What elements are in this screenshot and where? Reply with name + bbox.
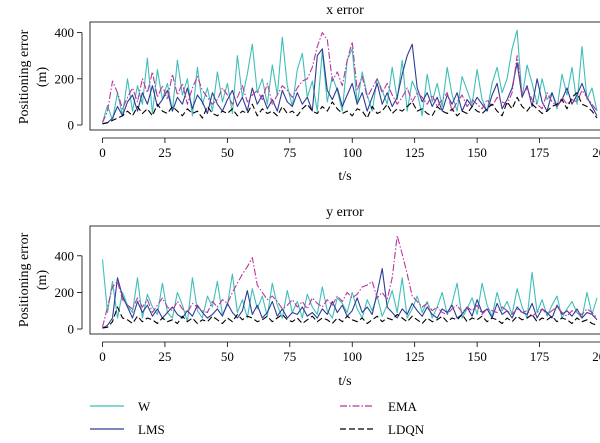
y-tick-label: 0 bbox=[68, 322, 75, 337]
legend: W LMS EMA LDQN bbox=[90, 399, 425, 437]
series-line-lms bbox=[102, 268, 598, 329]
x-tick-label: 175 bbox=[530, 349, 550, 364]
legend-label-lms: LMS bbox=[138, 422, 165, 437]
x-tick-label: 0 bbox=[99, 349, 106, 364]
y-axis-label-line: (m) bbox=[35, 67, 50, 88]
x-tick-label: 75 bbox=[283, 145, 296, 160]
y-tick-label: 400 bbox=[55, 25, 75, 40]
x-tick-label: 150 bbox=[467, 145, 487, 160]
series-group-y-error bbox=[101, 235, 598, 329]
y-axis-label-line: Positioning error bbox=[17, 29, 32, 124]
x-tick-label: 25 bbox=[158, 145, 171, 160]
x-tick-label: 50 bbox=[221, 349, 234, 364]
y-axis-label-line: Positioning error bbox=[17, 232, 32, 327]
x-tick-label: 75 bbox=[283, 349, 296, 364]
legend-label-w: W bbox=[138, 399, 151, 414]
x-tick-label: 50 bbox=[221, 145, 234, 160]
series-line-ema bbox=[101, 32, 598, 123]
x-tick-label: 0 bbox=[99, 145, 106, 160]
series-line-w bbox=[101, 29, 598, 123]
x-tick-label: 125 bbox=[405, 349, 425, 364]
legend-label-ldqn: LDQN bbox=[388, 422, 425, 437]
series-line-ldqn bbox=[102, 92, 598, 125]
x-tick-label: 100 bbox=[342, 349, 362, 364]
series-group-x-error bbox=[101, 29, 598, 125]
y-tick-label: 200 bbox=[55, 285, 75, 300]
series-line-ema bbox=[101, 235, 598, 328]
panel-x-error: x error 0 25 50 75 100 125 150 175 200 0 200 400 t/… bbox=[17, 3, 600, 184]
x-tick-label: 200 bbox=[592, 145, 600, 160]
x-axis-label-x-error: t/s bbox=[338, 169, 351, 184]
x-axis-label-y-error: t/s bbox=[338, 374, 351, 389]
plot-frame-x-error bbox=[89, 21, 600, 131]
legend-label-ema: EMA bbox=[388, 399, 418, 414]
series-line-ldqn bbox=[102, 306, 598, 329]
panel-title-y-error: y error bbox=[326, 205, 364, 220]
y-axis-label-x-error: Positioning error (m) bbox=[17, 29, 50, 124]
panel-y-error: y error 0 25 50 75 100 125 150 175 200 0 200 400 t/… bbox=[17, 205, 600, 389]
x-tick-label: 100 bbox=[342, 145, 362, 160]
panel-title-x-error: x error bbox=[326, 3, 364, 18]
y-axis-label-y-error: Positioning error (m) bbox=[17, 232, 50, 327]
y-axis-label-line: (m) bbox=[35, 270, 50, 291]
x-tick-label: 25 bbox=[158, 349, 171, 364]
x-tick-label: 175 bbox=[530, 145, 550, 160]
y-tick-label: 400 bbox=[55, 248, 75, 263]
y-tick-label: 200 bbox=[55, 71, 75, 86]
y-tick-label: 0 bbox=[68, 118, 75, 133]
axes-y-error: 0 25 50 75 100 125 150 175 200 0 200 400 bbox=[55, 248, 600, 364]
x-tick-label: 125 bbox=[405, 145, 425, 160]
series-line-lms bbox=[102, 43, 598, 125]
plot-frame-y-error bbox=[89, 225, 600, 335]
x-tick-label: 150 bbox=[467, 349, 487, 364]
axes-x-error: 0 25 50 75 100 125 150 175 200 0 200 400 bbox=[55, 25, 600, 160]
x-tick-label: 200 bbox=[592, 349, 600, 364]
